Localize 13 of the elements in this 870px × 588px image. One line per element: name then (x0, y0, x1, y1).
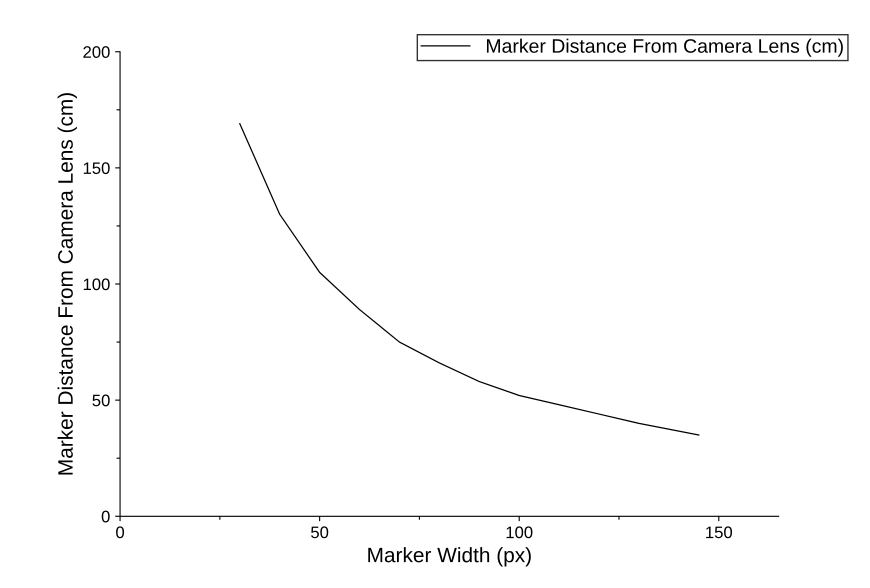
y-tick-label: 0 (102, 510, 110, 522)
y-tick-label: 50 (92, 394, 110, 406)
x-tick-label: 0 (116, 526, 124, 538)
line-series (239, 123, 700, 436)
x-tick-label: 150 (706, 526, 732, 538)
y-tick-label: 150 (84, 162, 110, 174)
x-axis-title: Marker Width (px) (368, 547, 531, 566)
y-tick-label: 200 (83, 46, 110, 58)
y-tick-label: 100 (84, 278, 110, 290)
legend-label: Marker Distance From Camera Lens (cm) (486, 38, 843, 57)
y-axis-title: Marker Distance From Camera Lens (cm) (58, 93, 77, 474)
x-tick-label: 100 (506, 526, 532, 538)
x-tick-label: 50 (311, 526, 328, 538)
